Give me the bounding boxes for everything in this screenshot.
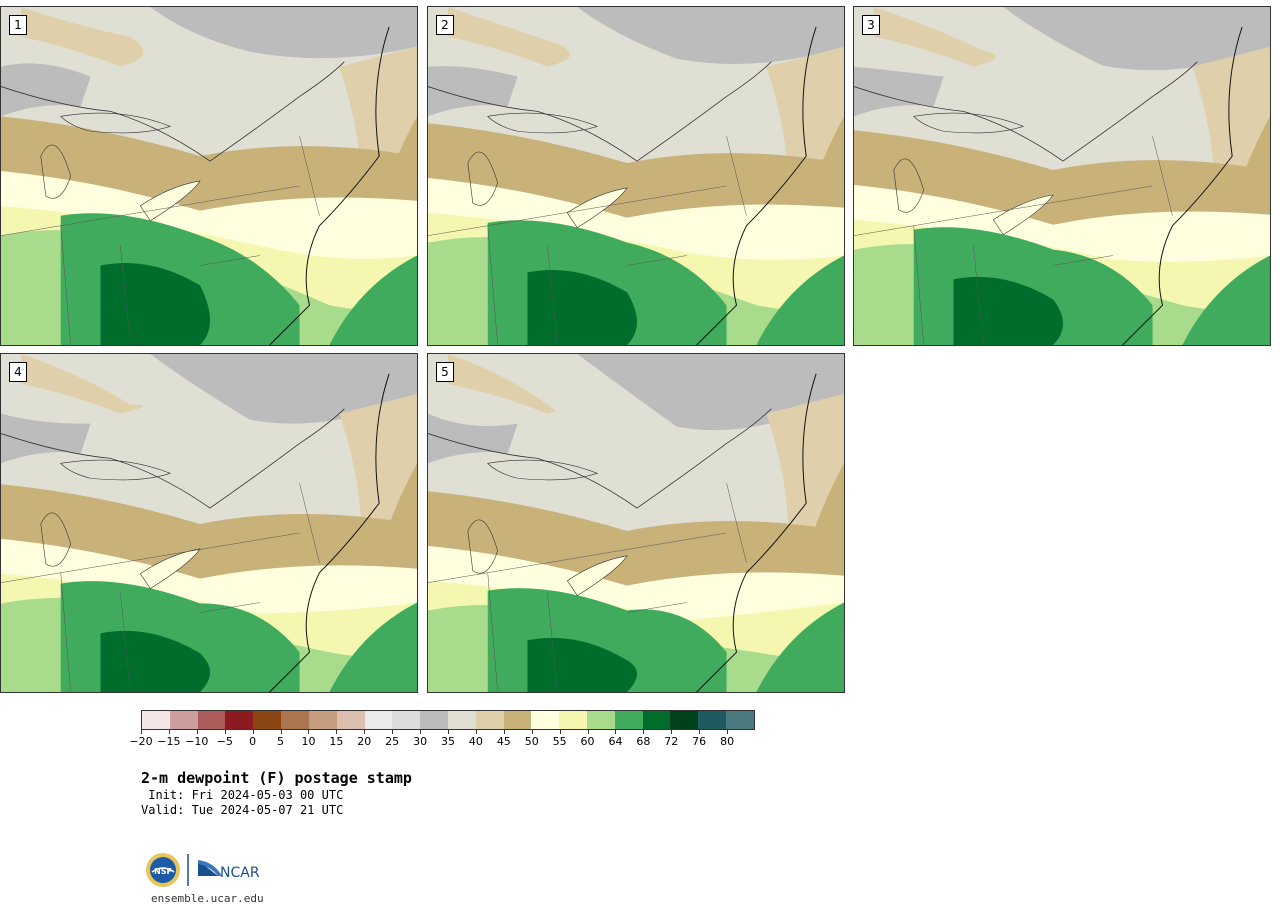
map-panel-3: 3	[853, 6, 1271, 346]
panel-number: 5	[436, 362, 454, 382]
dewpoint-map	[428, 7, 844, 345]
colorbar-tick-label: 5	[277, 735, 285, 748]
colorbar-tick	[615, 730, 617, 734]
colorbar-tick	[252, 730, 254, 734]
colorbar-tick	[308, 730, 310, 734]
colorbar-tick-label: −15	[157, 735, 181, 748]
valid-time: Valid: Tue 2024-05-07 21 UTC	[141, 803, 344, 817]
colorbar-segment	[642, 711, 671, 729]
colorbar-tick	[587, 730, 589, 734]
colorbar-tick-label: 76	[692, 735, 707, 748]
colorbar-tick-label: 45	[496, 735, 511, 748]
colorbar-segment	[559, 711, 587, 729]
footer-url[interactable]: ensemble.ucar.edu	[151, 892, 264, 905]
colorbar-tick-label: 30	[413, 735, 428, 748]
colorbar-tick-label: 20	[357, 735, 372, 748]
map-panel-4: 4	[0, 353, 418, 693]
svg-text:NSF: NSF	[154, 867, 172, 876]
colorbar-tick-label: 15	[329, 735, 344, 748]
colorbar-tick-label: 72	[664, 735, 679, 748]
colorbar-tick	[699, 730, 701, 734]
dewpoint-map	[854, 7, 1270, 345]
colorbar-tick	[727, 730, 729, 734]
colorbar-tick	[559, 730, 561, 734]
colorbar-tick-label: 0	[249, 735, 257, 748]
colorbar-tick-label: 10	[301, 735, 316, 748]
colorbar-segment	[726, 711, 754, 729]
colorbar-segment	[531, 711, 560, 729]
dewpoint-map	[428, 354, 844, 692]
colorbar-segment	[614, 711, 643, 729]
colorbar-segment	[197, 711, 226, 729]
svg-text:NCAR: NCAR	[220, 865, 260, 881]
colorbar-segment	[420, 711, 448, 729]
colorbar-tick-label: −20	[129, 735, 153, 748]
map-panel-5: 5	[427, 353, 845, 693]
colorbar-tick	[475, 730, 477, 734]
dewpoint-map	[1, 7, 417, 345]
colorbar-tick-label: 55	[552, 735, 567, 748]
colorbar-segment	[364, 711, 393, 729]
colorbar-tick	[448, 730, 449, 734]
colorbar-segment	[475, 711, 504, 729]
panel-number: 3	[862, 15, 880, 35]
colorbar-segment	[698, 711, 727, 729]
colorbar-tick	[141, 730, 142, 734]
nsf-ncar-logos: NSF NCAR	[146, 853, 260, 887]
colorbar-tick	[224, 730, 226, 734]
main-title: 2-m dewpoint (F) postage stamp	[141, 769, 412, 787]
colorbar-tick	[364, 730, 366, 734]
colorbar-tick	[671, 730, 673, 734]
init-time: Init: Fri 2024-05-03 00 UTC	[141, 788, 344, 802]
panel-number: 1	[9, 15, 27, 35]
colorbar-segment	[142, 711, 170, 729]
colorbar-segment	[392, 711, 421, 729]
colorbar-segment	[308, 711, 337, 729]
colorbar-tick	[168, 730, 170, 734]
colorbar-tick-label: 25	[385, 735, 400, 748]
colorbar-segment	[281, 711, 309, 729]
map-panel-2: 2	[427, 6, 845, 346]
colorbar-tick	[336, 730, 338, 734]
colorbar-tick-label: −10	[185, 735, 209, 748]
colorbar-tick-label: 50	[524, 735, 539, 748]
colorbar-tick-label: 60	[580, 735, 595, 748]
map-panel-1: 1	[0, 6, 418, 346]
nsf-logo-icon: NSF	[146, 853, 180, 887]
colorbar-segment	[336, 711, 365, 729]
colorbar-segment	[587, 711, 615, 729]
panel-number: 4	[9, 362, 27, 382]
colorbar-tick-label: 35	[441, 735, 455, 748]
colorbar-segment	[225, 711, 254, 729]
colorbar-tick-label: 80	[720, 735, 735, 748]
colorbar-tick-labels: −20 −15 −10 −5 0 5 10 15 20 25 30 35 40 45 50 55 60 64 68 7…	[129, 730, 755, 750]
colorbar-tick	[392, 730, 394, 734]
colorbar-tick	[280, 730, 282, 734]
colorbar-segment	[670, 711, 699, 729]
ncar-logo-icon: NCAR	[198, 860, 260, 881]
colorbar-tick	[420, 730, 422, 734]
title-block: 2-m dewpoint (F) postage stamp Init: Fri…	[141, 768, 412, 818]
dewpoint-colorbar	[141, 710, 755, 730]
colorbar-tick	[643, 730, 645, 734]
colorbar-tick-label: 64	[608, 735, 623, 748]
colorbar-segment	[169, 711, 198, 729]
panel-number: 2	[436, 15, 454, 35]
colorbar-segment	[253, 711, 282, 729]
colorbar-tick	[196, 730, 198, 734]
colorbar-segment	[447, 711, 476, 729]
colorbar-segment	[503, 711, 532, 729]
colorbar-tick	[503, 730, 505, 734]
colorbar-tick-label: −5	[216, 735, 233, 748]
colorbar-tick	[531, 730, 533, 734]
colorbar-tick-label: 68	[636, 735, 651, 748]
colorbar-tick-label: 40	[468, 735, 483, 748]
dewpoint-map	[1, 354, 417, 692]
